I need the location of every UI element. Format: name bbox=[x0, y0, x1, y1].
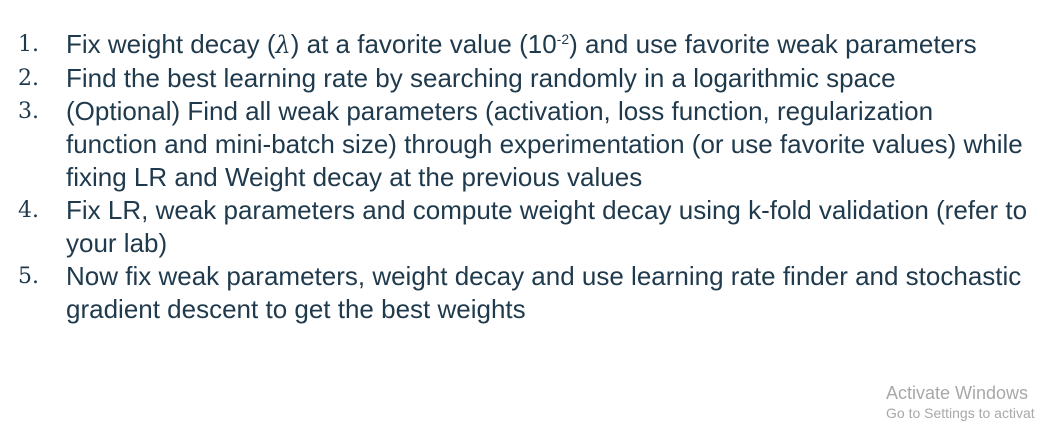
activation-watermark: Activate Windows Go to Settings to activ… bbox=[886, 382, 1035, 422]
step-5: 5. Now fix weak parameters, weight decay… bbox=[18, 260, 1028, 326]
step-number: 5. bbox=[18, 264, 39, 289]
step-2: 2. Find the best learning rate by search… bbox=[18, 62, 1028, 95]
lambda-symbol: λ bbox=[275, 31, 291, 59]
step-number: 1. bbox=[18, 32, 39, 57]
watermark-title: Activate Windows bbox=[886, 383, 1029, 403]
step-4: 4. Fix LR, weak parameters and compute w… bbox=[18, 194, 1028, 260]
step-text-part: Fix weight decay ( bbox=[66, 29, 276, 59]
step-text: Find the best learning rate by searching… bbox=[66, 63, 896, 93]
step-text-part: ) and use favorite weak parameters bbox=[569, 29, 977, 59]
step-text: Fix LR, weak parameters and compute weig… bbox=[66, 195, 1028, 258]
steps-list: 1. Fix weight decay (λ) at a favorite va… bbox=[18, 28, 1028, 326]
step-number: 3. bbox=[18, 99, 39, 124]
step-number: 4. bbox=[18, 198, 39, 223]
step-text: Now fix weak parameters, weight decay an… bbox=[66, 261, 1022, 324]
step-text-part: ) at a favorite value (10 bbox=[290, 29, 557, 59]
exponent: -2 bbox=[556, 31, 570, 47]
watermark-subtitle: Go to Settings to activat bbox=[886, 405, 1035, 421]
step-1: 1. Fix weight decay (λ) at a favorite va… bbox=[18, 28, 1028, 62]
step-3: 3. (Optional) Find all weak parameters (… bbox=[18, 95, 1028, 194]
step-number: 2. bbox=[18, 66, 39, 91]
step-text: (Optional) Find all weak parameters (act… bbox=[66, 96, 1023, 192]
step-text: Fix weight decay (λ) at a favorite value… bbox=[66, 28, 1028, 62]
